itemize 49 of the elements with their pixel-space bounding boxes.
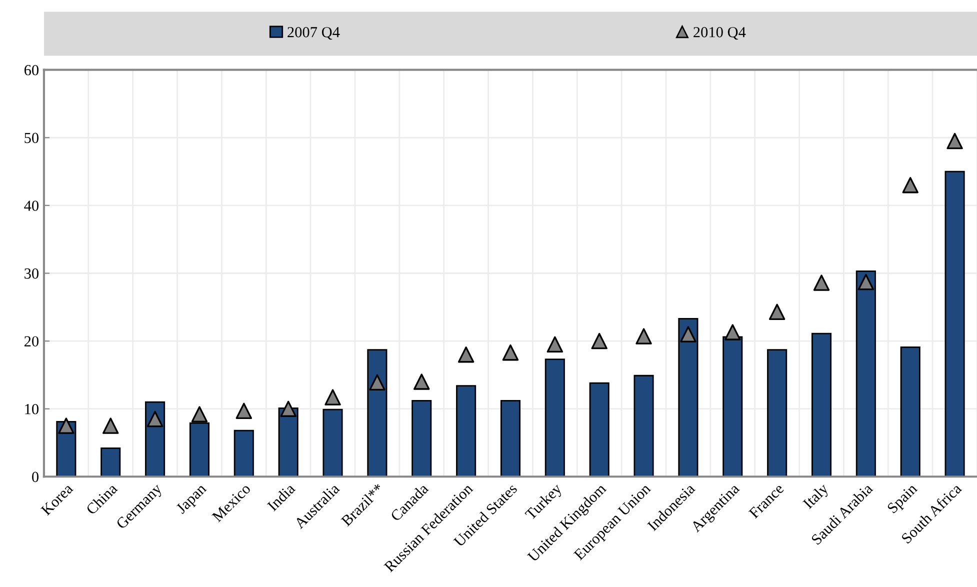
bar xyxy=(456,385,476,477)
point xyxy=(858,274,874,290)
x-tick-label: India xyxy=(266,482,296,512)
point xyxy=(458,346,474,363)
y-tick-label: 60 xyxy=(24,64,39,76)
bar xyxy=(322,408,343,477)
point xyxy=(146,410,164,428)
bar xyxy=(811,332,832,477)
point xyxy=(546,336,564,353)
point xyxy=(502,344,519,361)
bar xyxy=(589,382,610,477)
bar xyxy=(500,400,521,477)
point xyxy=(324,389,341,406)
legend-label: 2007 Q4 xyxy=(288,27,340,40)
point xyxy=(768,304,786,320)
bar xyxy=(100,447,121,477)
point xyxy=(902,176,918,194)
point xyxy=(813,274,830,291)
y-tick-label: 40 xyxy=(24,200,39,211)
x-tick-label: Italy xyxy=(802,482,832,512)
point xyxy=(58,418,74,434)
bar xyxy=(367,349,388,477)
y-tick-label: 50 xyxy=(24,132,39,144)
bar xyxy=(767,349,788,477)
point xyxy=(636,328,652,344)
bar xyxy=(412,400,432,477)
bar xyxy=(634,374,654,477)
point xyxy=(680,326,696,342)
point xyxy=(946,132,963,150)
bar xyxy=(678,318,698,477)
point xyxy=(724,324,741,340)
point xyxy=(191,406,208,422)
bar xyxy=(234,430,254,477)
bar xyxy=(944,170,965,477)
bar xyxy=(856,270,876,477)
y-tick-label: 0 xyxy=(32,472,39,482)
point xyxy=(369,374,386,391)
point xyxy=(414,374,430,390)
point xyxy=(280,400,296,417)
y-tick-label: 30 xyxy=(24,268,39,279)
bar xyxy=(145,401,166,477)
bar xyxy=(544,358,565,477)
legend-label: 2010 Q4 xyxy=(694,27,746,40)
point xyxy=(591,332,608,350)
point xyxy=(236,402,252,419)
y-tick-label: 10 xyxy=(25,404,39,414)
point xyxy=(102,418,119,434)
bar xyxy=(900,346,920,477)
y-tick-label: 20 xyxy=(24,336,39,346)
